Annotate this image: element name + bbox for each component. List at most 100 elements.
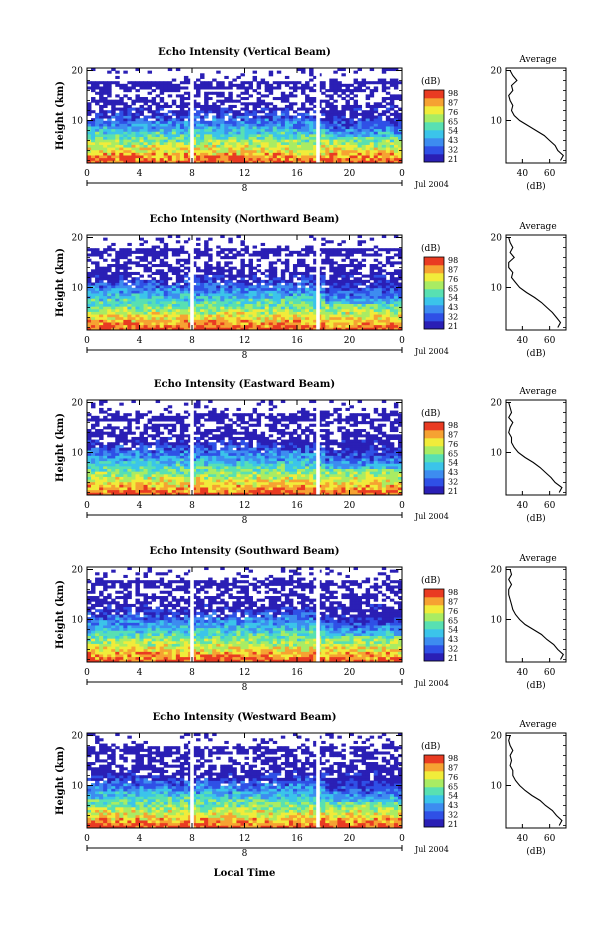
heatmap-cell [236, 86, 241, 90]
heatmap-cell [87, 149, 92, 153]
heatmap-cell [147, 126, 153, 130]
heatmap-cell [244, 131, 249, 135]
heatmap-cell [377, 141, 383, 145]
heatmap-cell [151, 152, 157, 156]
heatmap-cell [179, 264, 185, 268]
heatmap-cell [369, 476, 375, 480]
heatmap-cell [183, 240, 189, 244]
heatmap-cell [325, 128, 330, 132]
heatmap-cell [365, 274, 371, 278]
heatmap-cell [155, 256, 161, 260]
heatmap-cell [329, 152, 334, 156]
heatmap-cell [389, 298, 395, 302]
heatmap-cell [143, 147, 148, 151]
heatmap-cell [260, 110, 266, 114]
heatmap-cell [353, 139, 358, 143]
heatmap-cell [244, 319, 249, 323]
heatmap-cell [309, 300, 314, 305]
heatmap-cell [333, 476, 338, 480]
heatmap-cell [244, 248, 249, 252]
heatmap-cell [196, 479, 201, 483]
heatmap-cell [187, 277, 193, 281]
heatmap-cell [175, 133, 181, 138]
heatmap-cell [167, 308, 173, 312]
heatmap-cell [135, 484, 140, 488]
heatmap-cell [301, 123, 306, 127]
heatmap-cell [143, 322, 148, 326]
heatmap-cell [131, 147, 136, 151]
heatmap-cell [179, 327, 185, 331]
heatmap-cell [212, 285, 217, 289]
heatmap-cell [159, 258, 165, 262]
heatmap-cell [171, 476, 177, 480]
heatmap-cell [119, 250, 124, 254]
heatmap-cell [349, 484, 354, 488]
heatmap-cell [385, 295, 391, 299]
heatmap-cell [272, 287, 278, 291]
heatmap-cell [305, 322, 310, 326]
heatmap-cell [345, 487, 350, 491]
heatmap-cell [313, 295, 318, 299]
heatmap-cell [192, 131, 197, 135]
heatmap-cell [115, 126, 120, 130]
heatmap-cell [381, 324, 387, 328]
heatmap-cell [159, 91, 165, 95]
heatmap-cell [389, 152, 395, 156]
heatmap-cell [119, 160, 124, 164]
heatmap-cell [260, 78, 266, 82]
heatmap-cell [200, 160, 205, 164]
heatmap-cell [171, 324, 177, 328]
heatmap-cell [171, 120, 177, 124]
heatmap-cell [220, 126, 225, 130]
heatmap-cell [397, 126, 403, 130]
heatmap-cell [353, 322, 358, 326]
heatmap-cell [325, 104, 330, 108]
heatmap-cell [216, 479, 221, 483]
heatmap-cell [361, 118, 367, 122]
heatmap-cell [280, 316, 286, 320]
heatmap-cell [196, 473, 201, 477]
heatmap-cell [107, 314, 112, 318]
heatmap-cell [208, 131, 213, 135]
heatmap-cell [321, 157, 326, 161]
heatmap-cell [220, 277, 225, 281]
heatmap-cell [127, 149, 132, 153]
colorbar-tick-label: 43 [448, 136, 458, 145]
heatmap-cell [204, 264, 209, 268]
heatmap-cell [204, 144, 209, 148]
heatmap-cell [337, 479, 342, 483]
heatmap-cell [216, 104, 221, 108]
heatmap-cell [163, 290, 169, 294]
heatmap-cell [325, 250, 330, 254]
heatmap-cell [373, 264, 379, 268]
heatmap-cell [87, 303, 92, 307]
heatmap-cell [252, 327, 258, 331]
heatmap-cell [204, 327, 209, 331]
heatmap-cell [321, 118, 326, 122]
heatmap-cell [99, 144, 104, 148]
heatmap-cell [297, 314, 302, 318]
heatmap-cell [175, 295, 181, 299]
heatmap-cell [155, 314, 161, 318]
heatmap-cell [389, 248, 395, 252]
heatmap-cell [127, 266, 132, 270]
heatmap-cell [228, 248, 233, 252]
heatmap-cell [139, 264, 144, 268]
heatmap-cell [91, 269, 96, 273]
heatmap-cell [204, 277, 209, 281]
heatmap-cell [369, 237, 375, 241]
heatmap-cell [135, 298, 140, 302]
heatmap-cell [381, 99, 387, 103]
heatmap-cell [260, 126, 266, 130]
heatmap-cell [381, 133, 387, 138]
heatmap-cell [131, 279, 136, 283]
heatmap-cell [204, 473, 209, 477]
heatmap-cell [167, 81, 173, 85]
heatmap-cell [212, 107, 217, 111]
heatmap-cell [309, 274, 314, 278]
heatmap-cell [179, 115, 185, 119]
heatmap-cell [179, 473, 185, 477]
heatmap-cell [187, 97, 193, 101]
heatmap-cell [313, 149, 318, 153]
heatmap-cell [216, 314, 221, 318]
